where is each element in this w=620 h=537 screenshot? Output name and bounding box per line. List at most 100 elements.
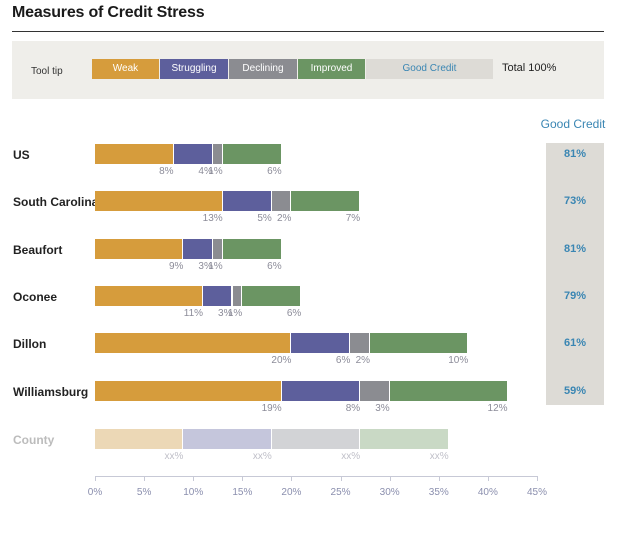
bar-segment-struggling[interactable] [203, 286, 232, 306]
bar-segment-struggling[interactable] [291, 333, 350, 353]
bar-segment-weak[interactable] [95, 333, 291, 353]
x-axis-line [95, 476, 537, 477]
good-credit-value: 79% [563, 290, 587, 302]
data-label: 5% [257, 213, 272, 224]
data-label: xx% [341, 451, 361, 462]
bar-segment-struggling[interactable] [281, 381, 360, 401]
data-label: 6% [286, 308, 302, 319]
data-label: 3% [375, 403, 390, 414]
data-label: 12% [487, 403, 508, 414]
x-axis-tick [291, 476, 293, 481]
bar-segment-struggling[interactable] [183, 429, 271, 449]
legend-declining[interactable]: Declining [229, 59, 297, 79]
good-credit-column [546, 143, 604, 405]
data-label: xx% [429, 451, 449, 462]
bar-segment-improved[interactable] [222, 239, 281, 259]
data-label: 9% [168, 261, 184, 272]
data-label: 20% [271, 355, 292, 366]
bar-segment-declining[interactable] [212, 239, 222, 259]
x-axis-tick-label: 5% [136, 487, 152, 498]
bar-segment-struggling[interactable] [173, 144, 212, 164]
legend-improved[interactable]: Improved [298, 59, 365, 79]
row-label: Dillon [13, 337, 47, 351]
bar-segment-declining[interactable] [212, 144, 222, 164]
bar-segment-weak[interactable] [95, 144, 173, 164]
data-label: 10% [448, 355, 469, 366]
bar-segment-improved[interactable] [370, 333, 468, 353]
x-axis-tick-label: 30% [379, 487, 400, 498]
x-axis-tick [144, 476, 146, 481]
bar-segment-improved[interactable] [222, 144, 281, 164]
x-axis-tick-label: 10% [183, 487, 204, 498]
x-axis-tick [340, 476, 342, 481]
x-axis-tick-label: 15% [232, 487, 253, 498]
bar-segment-improved[interactable] [242, 286, 301, 306]
legend-tooltip-label: Tool tip [31, 66, 63, 77]
bar-segment-weak[interactable] [95, 286, 203, 306]
legend-total: Total 100% [502, 62, 557, 74]
row-label: Williamsburg [13, 385, 89, 399]
bar-segment-struggling[interactable] [183, 239, 212, 259]
x-axis-tick [438, 476, 440, 481]
data-label: 8% [159, 166, 174, 177]
row-label: Beaufort [13, 243, 63, 257]
x-axis-tick [242, 476, 244, 481]
data-label: 1% [208, 261, 223, 272]
row-label: US [13, 148, 30, 162]
x-axis-tick-label: 45% [526, 487, 548, 498]
data-label: 7% [345, 213, 361, 224]
data-label: xx% [252, 451, 272, 462]
data-label: 6% [267, 261, 282, 272]
data-label: 3% [198, 261, 213, 272]
bar-segment-weak[interactable] [95, 429, 183, 449]
data-label: 1% [208, 166, 223, 177]
row-label: South Carolina [13, 195, 99, 209]
data-label: 6% [267, 166, 282, 177]
x-axis-tick-label: 35% [428, 487, 449, 498]
data-label: 3% [218, 308, 233, 319]
legend-good-credit[interactable]: Good Credit [366, 59, 493, 79]
bar-segment-declining[interactable] [271, 429, 360, 449]
good-credit-value: 81% [563, 148, 587, 160]
good-credit-value: 59% [563, 385, 587, 397]
bar-segment-weak[interactable] [95, 239, 183, 259]
bar-segment-improved[interactable] [360, 429, 448, 449]
x-axis-tick-label: 0% [87, 487, 103, 498]
x-axis-tick-label: 20% [281, 487, 302, 498]
data-label: 8% [345, 403, 361, 414]
x-axis-tick-label: 40% [477, 487, 498, 498]
data-label: 4% [198, 166, 213, 177]
legend-struggling[interactable]: Struggling [160, 59, 228, 79]
data-label: 1% [227, 308, 243, 319]
x-axis-tick-label: 25% [330, 487, 351, 498]
x-axis-tick [537, 476, 538, 481]
data-label: 11% [183, 308, 204, 319]
good-credit-value: 61% [563, 337, 587, 349]
legend-weak[interactable]: Weak [92, 59, 159, 79]
data-label: 13% [202, 213, 223, 224]
chart-title: Measures of Credit Stress [12, 4, 205, 21]
data-label: 6% [335, 355, 351, 366]
data-label: 2% [276, 213, 292, 224]
good-credit-value: 81% [563, 243, 587, 255]
good-credit-value: 73% [563, 195, 587, 207]
row-label: County [13, 433, 55, 447]
x-axis-tick [95, 476, 96, 481]
x-axis-tick [389, 476, 391, 481]
row-label: Oconee [13, 290, 58, 304]
bar-segment-declining[interactable] [271, 191, 291, 211]
x-axis-tick [193, 476, 195, 481]
bar-segment-improved[interactable] [389, 381, 507, 401]
data-label: xx% [164, 451, 184, 462]
title-divider [12, 31, 604, 32]
x-axis-tick [487, 476, 489, 481]
bar-segment-struggling[interactable] [222, 191, 271, 211]
good-credit-header: Good Credit [540, 117, 606, 131]
bar-segment-weak[interactable] [95, 191, 222, 211]
bar-segment-declining[interactable] [350, 333, 370, 353]
bar-segment-declining[interactable] [360, 381, 389, 401]
bar-segment-improved[interactable] [291, 191, 360, 211]
bar-segment-declining[interactable] [232, 286, 242, 306]
data-label: 19% [261, 403, 282, 414]
bar-segment-weak[interactable] [95, 381, 281, 401]
